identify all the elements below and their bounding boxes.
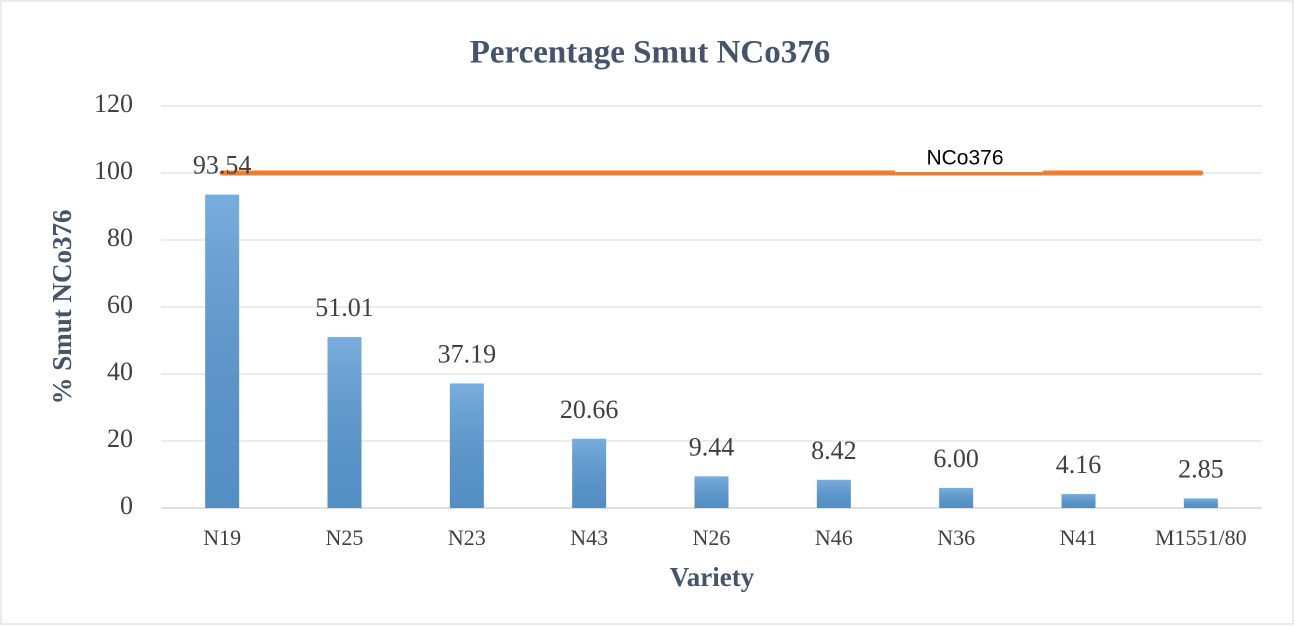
reference-label-bg xyxy=(895,147,1043,172)
chart-title: Percentage Smut NCo376 xyxy=(470,35,831,71)
bar-shade xyxy=(572,438,607,508)
bar-shade xyxy=(205,194,240,509)
bar-shade xyxy=(327,337,362,508)
x-tick-label: N36 xyxy=(937,525,975,550)
x-tick-label: N41 xyxy=(1060,525,1098,550)
y-axis-label: % Smut NCo376 xyxy=(47,209,77,404)
bar-shade xyxy=(694,476,729,508)
x-tick-label: M1551/80 xyxy=(1155,525,1247,550)
y-tick-label: 0 xyxy=(120,491,133,520)
bar-shade xyxy=(1061,494,1096,508)
y-tick-label: 80 xyxy=(107,223,133,252)
y-tick-label: 120 xyxy=(94,89,133,118)
data-label: 37.19 xyxy=(438,339,497,368)
y-tick-label: 20 xyxy=(107,424,133,453)
x-tick-label: N19 xyxy=(203,525,241,550)
bar-shade xyxy=(939,487,974,508)
bar-shade xyxy=(816,479,851,508)
x-tick-label: N43 xyxy=(570,525,608,550)
x-tick-label: N25 xyxy=(326,525,364,550)
reference-line-label: NCo376 xyxy=(926,147,1003,170)
data-label: 4.16 xyxy=(1056,450,1102,479)
data-label: 6.00 xyxy=(933,444,979,473)
data-label: 51.01 xyxy=(315,293,374,322)
data-label: 9.44 xyxy=(689,432,735,461)
y-tick-label: 100 xyxy=(94,156,133,185)
y-tick-label: 40 xyxy=(107,357,133,386)
data-label: 20.66 xyxy=(560,395,619,424)
x-tick-label: N26 xyxy=(693,525,731,550)
data-label: 2.85 xyxy=(1178,454,1224,483)
bar-shade xyxy=(449,383,484,508)
x-axis-label: Variety xyxy=(670,562,755,592)
x-tick-label: N46 xyxy=(815,525,853,550)
data-label: 93.54 xyxy=(193,151,252,180)
data-label: 8.42 xyxy=(811,436,857,465)
y-tick-label: 60 xyxy=(107,290,133,319)
bar-shade xyxy=(1183,498,1218,508)
x-tick-label: N23 xyxy=(448,525,486,550)
